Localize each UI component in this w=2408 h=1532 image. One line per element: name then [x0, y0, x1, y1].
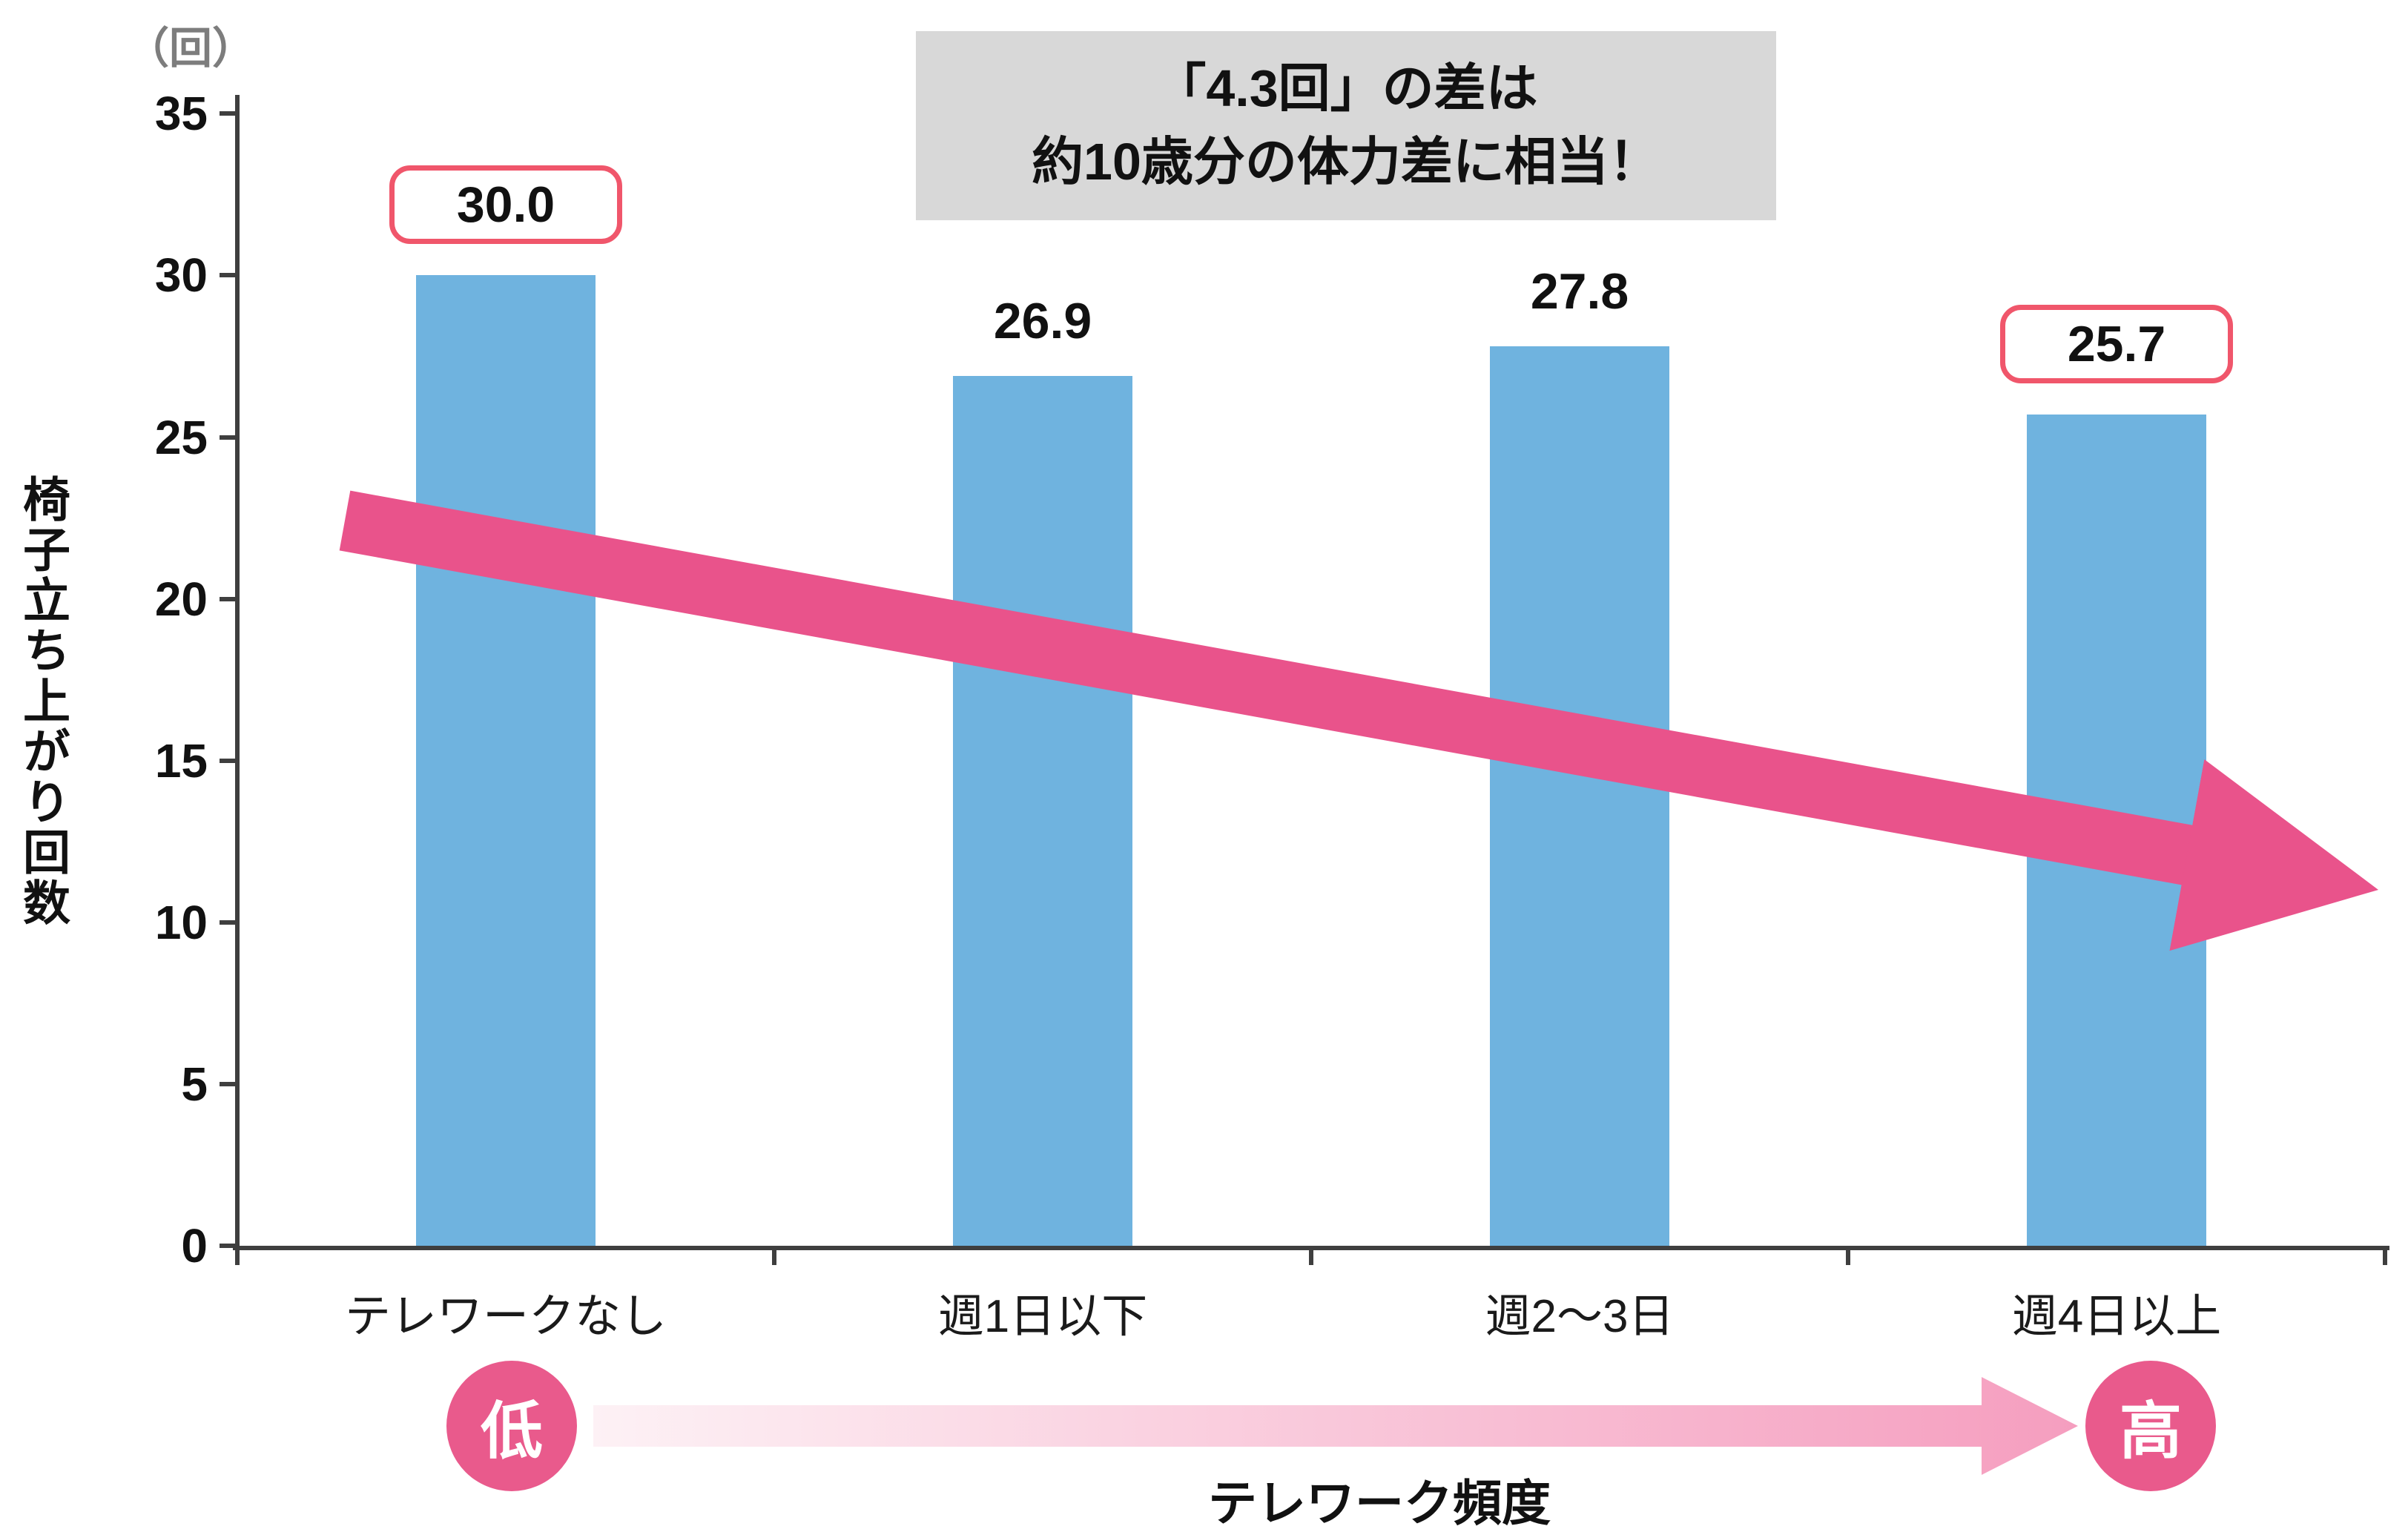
- frequency-arrow-shape: [593, 1377, 2078, 1475]
- x-axis-tick: [1309, 1249, 1313, 1265]
- bar: [953, 375, 1132, 1246]
- x-axis-tick: [772, 1249, 776, 1265]
- y-axis-tick-label: 20: [154, 572, 208, 626]
- y-axis-tick-label: 25: [154, 410, 208, 464]
- y-axis-tick-label: 0: [181, 1219, 208, 1272]
- annotation-line1: 「4.3回」の差は: [1154, 59, 1538, 117]
- frequency-low-badge: 低: [446, 1361, 577, 1491]
- y-axis-tick: [220, 919, 237, 925]
- x-axis-title: テレワーク頻度: [1208, 1476, 1551, 1531]
- bar-value-label: 25.7: [2000, 304, 2233, 383]
- trend-arrow-line: [339, 490, 2379, 951]
- y-axis-tick: [220, 1244, 237, 1248]
- y-axis-tick: [220, 1081, 237, 1086]
- frequency-low-label: 低: [480, 1396, 543, 1466]
- bar-value-label: 26.9: [993, 292, 1092, 349]
- bar-value-label: 30.0: [389, 165, 622, 245]
- annotation-line2: 約10歳分の体力差に相当！: [1032, 133, 1660, 191]
- x-axis-tick: [2383, 1249, 2387, 1265]
- category-label: 週1日以下: [937, 1291, 1148, 1342]
- y-axis-title: 椅子立ち上がり回数: [16, 475, 70, 928]
- y-axis-tick: [220, 273, 237, 278]
- x-axis-tick: [1846, 1249, 1850, 1265]
- y-axis-line: [235, 95, 240, 1250]
- category-label: テレワークなし: [344, 1291, 667, 1342]
- y-axis-tick-label: 15: [154, 733, 208, 788]
- y-axis-tick-label: 30: [154, 248, 208, 303]
- bar: [416, 275, 596, 1246]
- annotation-box: 「4.3回」の差は 約10歳分の体力差に相当！: [916, 31, 1776, 220]
- y-axis-tick: [220, 596, 237, 601]
- bar: [2027, 414, 2206, 1246]
- y-axis-tick-label: 10: [154, 895, 208, 949]
- y-axis-tick-label: 5: [181, 1057, 208, 1111]
- frequency-high-label: 高: [2119, 1396, 2182, 1466]
- bar-value-label: 27.8: [1530, 263, 1629, 320]
- x-axis-line: [233, 1246, 2389, 1250]
- y-axis-unit: （回）: [126, 24, 256, 73]
- y-axis-tick: [220, 435, 237, 440]
- y-axis-tick: [220, 758, 237, 763]
- y-axis-tick-label: 35: [154, 87, 208, 141]
- frequency-high-badge: 高: [2085, 1361, 2216, 1491]
- y-axis-tick: [220, 111, 237, 116]
- x-axis-tick: [235, 1249, 240, 1265]
- bar: [1490, 346, 1669, 1246]
- category-label: 週2〜3日: [1485, 1291, 1675, 1342]
- category-label: 週4日以上: [2011, 1291, 2222, 1342]
